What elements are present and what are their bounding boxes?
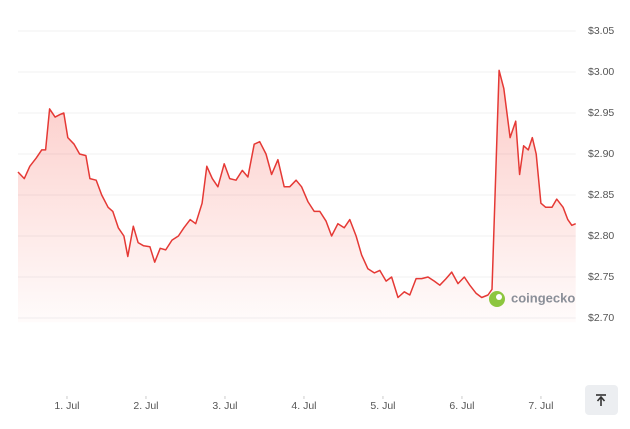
- watermark: coingecko: [511, 290, 575, 305]
- y-tick-label: $2.75: [588, 271, 614, 283]
- y-tick-label: $2.95: [588, 107, 614, 119]
- x-tick-label: 2. Jul: [133, 400, 158, 412]
- price-area: [18, 70, 576, 323]
- x-tick-label: 7. Jul: [528, 400, 553, 412]
- x-tick-label: 5. Jul: [370, 400, 395, 412]
- x-tick-label: 1. Jul: [54, 400, 79, 412]
- y-tick-label: $3.00: [588, 66, 614, 78]
- watermark-logo-eye: [496, 294, 502, 300]
- x-tick-label: 4. Jul: [291, 400, 316, 412]
- y-tick-label: $2.85: [588, 189, 614, 201]
- y-tick-label: $2.90: [588, 148, 614, 160]
- x-tick-label: 3. Jul: [212, 400, 237, 412]
- price-line: [17, 69, 576, 299]
- y-tick-label: $2.70: [588, 312, 614, 324]
- y-tick-label: $2.80: [588, 230, 614, 242]
- scroll-top-button[interactable]: [585, 385, 618, 415]
- x-tick-label: 6. Jul: [449, 400, 474, 412]
- y-tick-label: $3.05: [588, 25, 614, 37]
